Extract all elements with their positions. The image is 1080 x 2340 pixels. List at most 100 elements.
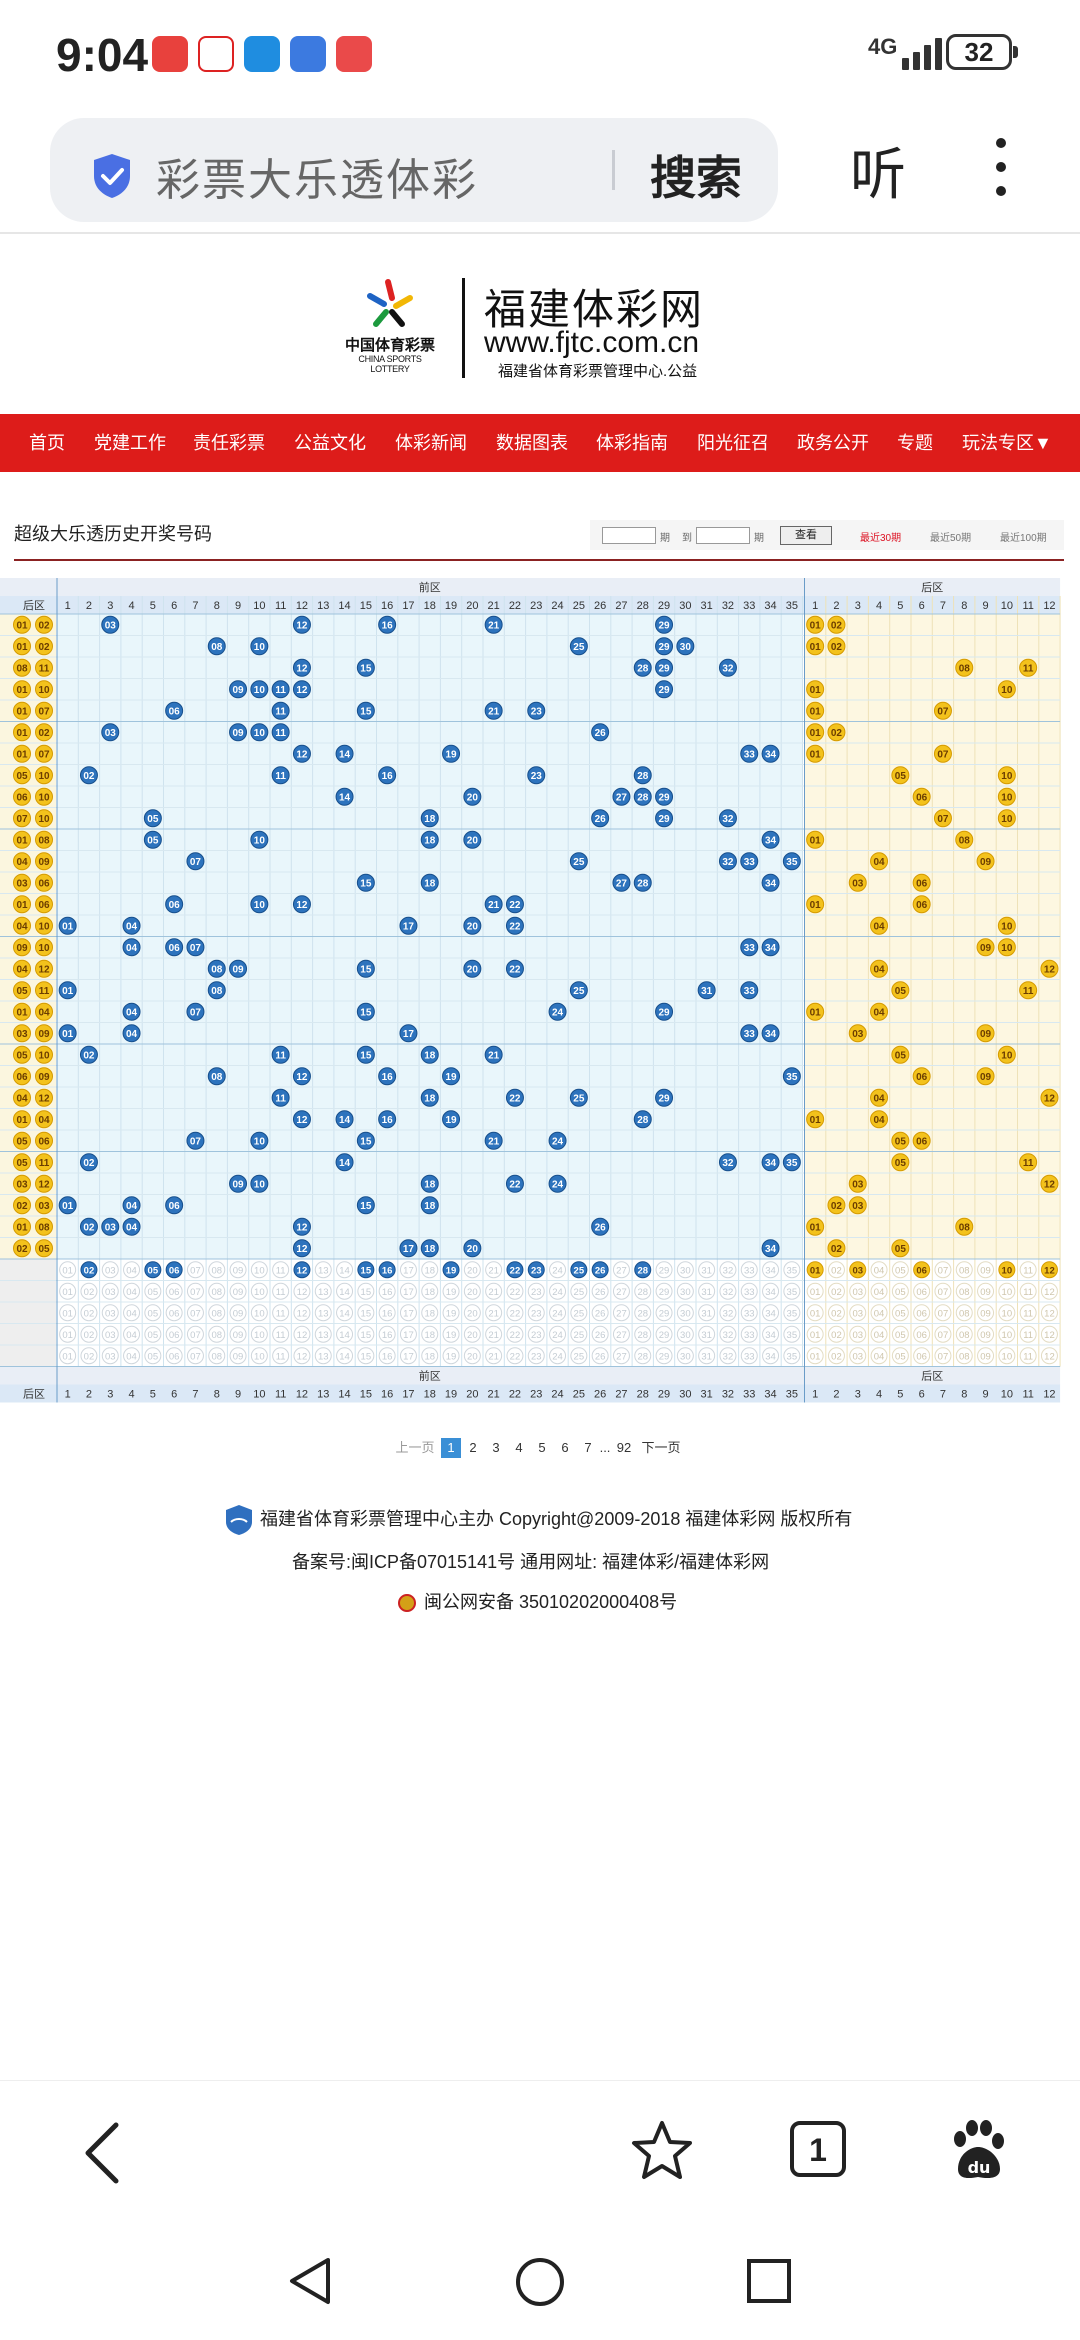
stats-front-label: 04: [126, 1351, 137, 1362]
back-ball-label: 06: [916, 878, 928, 889]
left-back-ball: [13, 1024, 31, 1043]
stats-front-label: 15: [361, 1308, 372, 1319]
stats-back-label: 11: [1023, 1351, 1033, 1362]
to-issue-input[interactable]: [696, 527, 750, 544]
range-30-link[interactable]: 最近30期: [860, 533, 902, 544]
left-back-ball: [13, 615, 31, 634]
left-back-ball-label: 11: [39, 1158, 50, 1169]
nav-item-home[interactable]: 首页: [29, 433, 65, 453]
front-ball: [442, 1110, 461, 1129]
stats-front-ball: [378, 1304, 396, 1322]
back-icon[interactable]: [82, 2121, 122, 2185]
front-ball: [143, 830, 162, 849]
stats-front-label: 27: [616, 1265, 627, 1276]
front-ball-label: 04: [126, 943, 138, 954]
site-logo[interactable]: 中国体育彩票 CHINA SPORTS LOTTERY 福建体彩网 www.fj…: [338, 272, 718, 384]
page-link-7[interactable]: 7: [584, 1440, 592, 1455]
stats-back-label: 08: [959, 1330, 970, 1341]
address-bar[interactable]: 彩票大乐透体彩 搜索: [50, 118, 778, 222]
page-link-5[interactable]: 5: [538, 1440, 546, 1455]
front-header-1-top: 1: [65, 600, 71, 612]
nav-item-culture[interactable]: 公益文化: [294, 433, 366, 453]
baidu-paw-icon[interactable]: du: [948, 2119, 1008, 2181]
stats-front-label: 16: [382, 1265, 393, 1276]
lottery-star-icon: [367, 279, 413, 327]
stats-front-ball: [229, 1325, 247, 1343]
back-ball-label: 12: [1044, 1179, 1056, 1190]
query-button[interactable]: 查看: [780, 526, 832, 545]
left-back-ball: [13, 938, 31, 957]
front-ball-label: 18: [424, 1244, 436, 1255]
stats-front-label: 03: [105, 1308, 116, 1319]
front-header-10-bottom: 10: [253, 1389, 265, 1401]
left-back-ball: [35, 1217, 53, 1236]
stats-front-ball: [123, 1304, 141, 1322]
stats-back-label: 09: [980, 1330, 991, 1341]
search-button[interactable]: 搜索: [650, 152, 742, 204]
nav-item-gov[interactable]: 政务公开: [797, 433, 869, 453]
stats-front-ball: [336, 1347, 354, 1365]
footer-police[interactable]: 闽公网安备 35010202000408号: [424, 1592, 678, 1612]
stats-front-ball: [762, 1261, 780, 1279]
stats-back-ball: [955, 1261, 973, 1279]
back-header-12-bottom: 12: [1043, 1389, 1055, 1401]
more-menu-icon[interactable]: [996, 138, 1006, 198]
back-ball: [848, 1024, 867, 1043]
front-ball: [335, 1110, 354, 1129]
range-100-link[interactable]: 最近100期: [1000, 533, 1047, 544]
nav-item-news[interactable]: 体彩新闻: [395, 433, 467, 453]
front-ball-label: 24: [552, 1179, 564, 1190]
tabs-button[interactable]: 1: [790, 2121, 846, 2177]
stats-front-ball: [527, 1325, 545, 1343]
stats-front-ball: [485, 1261, 503, 1279]
page-link-6[interactable]: 6: [561, 1440, 569, 1455]
stats-front-label: 09: [233, 1287, 244, 1298]
stats-front-ball: [570, 1347, 588, 1365]
front-ball: [761, 1153, 780, 1172]
nav-item-recruit[interactable]: 阳光征召: [697, 433, 769, 453]
front-ball: [718, 809, 737, 828]
front-header-20-bottom: 20: [466, 1389, 478, 1401]
front-ball: [356, 1045, 375, 1064]
stats-back-ball: [977, 1261, 995, 1279]
next-page-link[interactable]: 下一页: [641, 1440, 681, 1455]
stats-front-ball: [740, 1304, 758, 1322]
back-ball: [827, 615, 846, 634]
system-back-icon[interactable]: [288, 2256, 332, 2306]
front-ball: [378, 1110, 397, 1129]
nav-item-guide[interactable]: 体彩指南: [596, 433, 668, 453]
front-ball: [335, 787, 354, 806]
nav-item-games[interactable]: 玩法专区▼: [962, 433, 1052, 453]
front-ball: [292, 615, 311, 634]
page-link-1[interactable]: 1: [441, 1438, 461, 1458]
nav-item-responsibility[interactable]: 责任彩票: [193, 433, 265, 453]
page-link-last[interactable]: 92: [616, 1440, 632, 1455]
footer-icp[interactable]: 备案号:闽ICP备07015141号 通用网址: 福建体彩/福建体彩网: [292, 1552, 770, 1572]
stats-front-ball: [740, 1325, 758, 1343]
bookmark-star-icon[interactable]: [630, 2119, 694, 2183]
from-issue-input[interactable]: [602, 527, 656, 544]
front-header-23-bottom: 23: [530, 1389, 542, 1401]
front-ball: [250, 895, 269, 914]
range-50-link[interactable]: 最近50期: [930, 533, 972, 544]
prev-page-link[interactable]: 上一页: [395, 1440, 435, 1455]
nav-item-charts[interactable]: 数据图表: [496, 433, 568, 453]
system-recents-icon[interactable]: [746, 2258, 792, 2304]
back-ball: [1040, 1174, 1059, 1193]
nav-item-party[interactable]: 党建工作: [94, 433, 166, 453]
nav-item-topics[interactable]: 专题: [897, 433, 933, 453]
system-home-icon[interactable]: [514, 2256, 566, 2308]
stats-back-ball: [977, 1347, 995, 1365]
front-ball: [186, 938, 205, 957]
stats-front-ball: [762, 1347, 780, 1365]
stats-front-label: 02: [84, 1308, 95, 1319]
stats-front-ball: [612, 1304, 630, 1322]
back-ball: [976, 1024, 995, 1043]
page-link-3[interactable]: 3: [492, 1440, 500, 1455]
front-ball-label: 22: [509, 1093, 521, 1104]
listen-button[interactable]: 听: [850, 143, 906, 206]
stats-front-label: 32: [723, 1265, 734, 1276]
page-link-4[interactable]: 4: [515, 1440, 523, 1455]
left-back-ball: [35, 1088, 53, 1107]
page-link-2[interactable]: 2: [469, 1440, 477, 1455]
